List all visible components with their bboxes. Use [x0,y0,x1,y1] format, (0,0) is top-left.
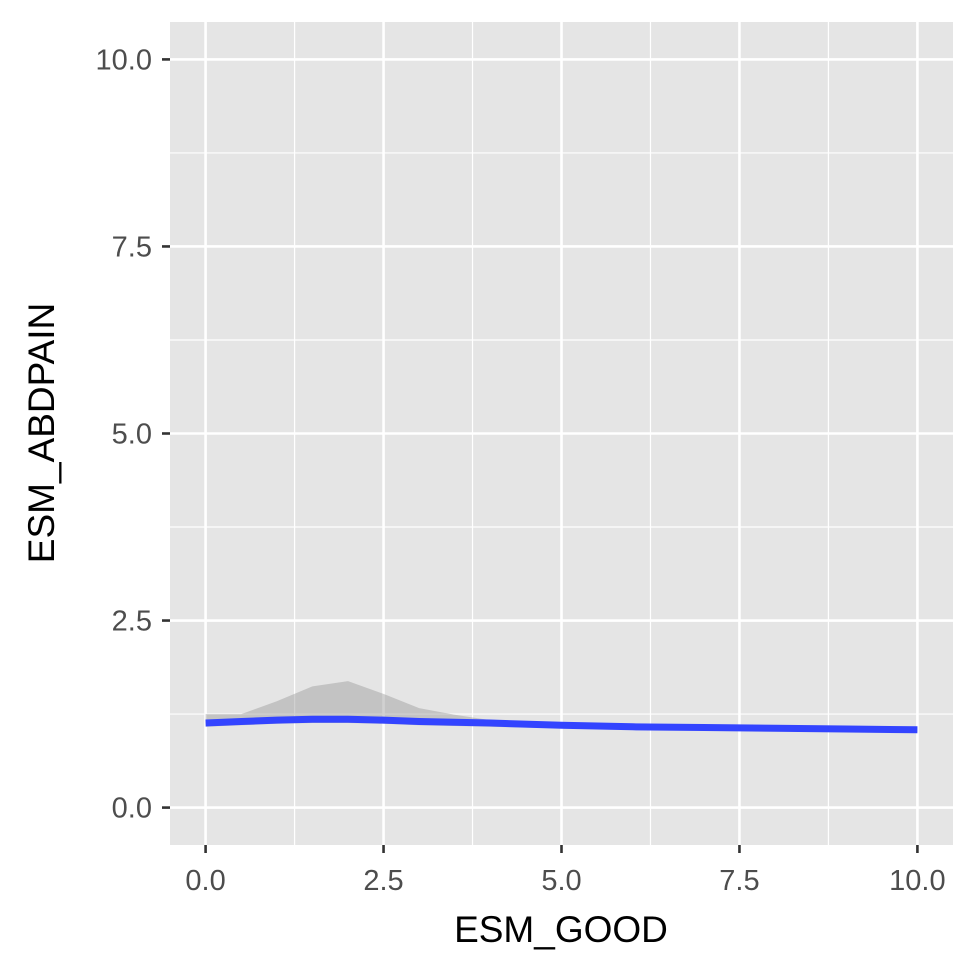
x-axis-title: ESM_GOOD [454,909,668,950]
y-tick-label: 2.5 [112,606,152,638]
x-axis: 0.0 2.5 5.0 7.5 10.0 [185,845,946,897]
smooth-line-layer [205,715,918,734]
y-tick-label: 5.0 [112,419,152,451]
smooth-line [205,715,918,734]
y-axis-title: ESM_ABDPAIN [21,303,62,563]
x-tick-label: 5.0 [541,865,581,897]
x-tick-label: 10.0 [889,865,945,897]
x-tick-label: 2.5 [363,865,403,897]
y-tick-label: 10.0 [96,44,152,76]
x-tick-label: 0.0 [185,865,225,897]
y-tick-label: 7.5 [112,231,152,263]
x-tick-label: 7.5 [719,865,759,897]
y-axis: 0.0 2.5 5.0 7.5 10.0 [96,44,170,825]
major-gridlines [170,22,953,845]
y-tick-label: 0.0 [112,793,152,825]
